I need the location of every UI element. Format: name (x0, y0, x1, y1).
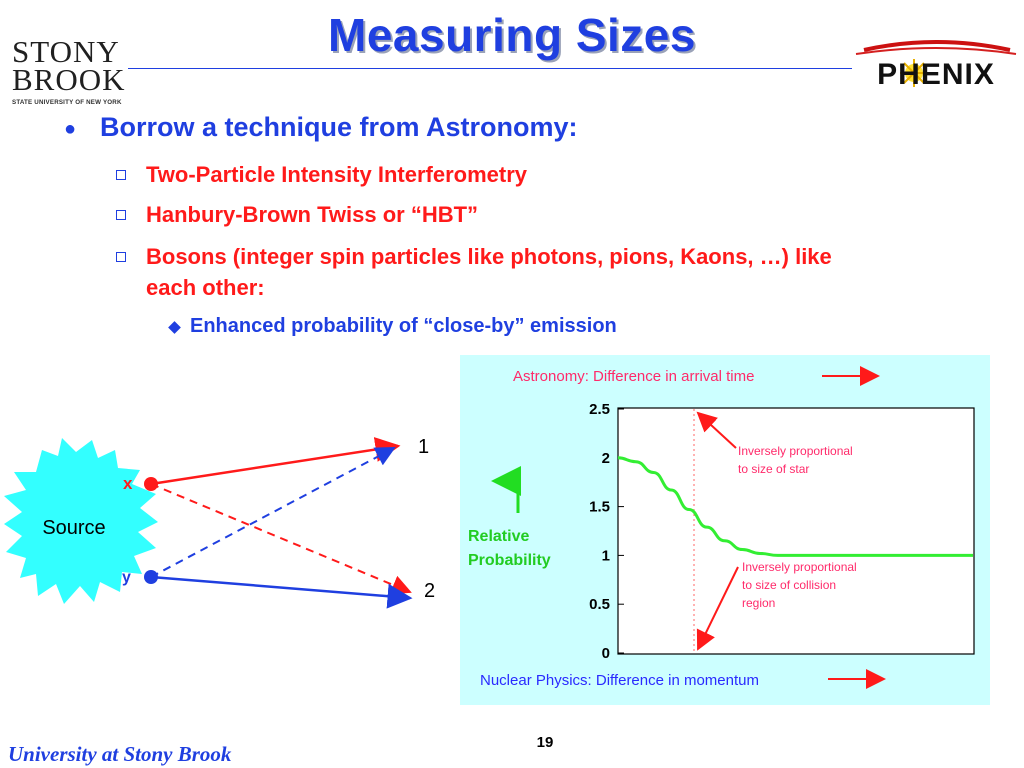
point-y (144, 570, 158, 584)
annotation-bottom-line-1: Inversely proportional (742, 560, 857, 574)
x-to-2-line (150, 483, 412, 595)
sub-sub-bullet: Enhanced probability of “close-by” emiss… (190, 315, 617, 337)
probability-chart: Astronomy: Difference in arrival time Nu… (460, 355, 990, 705)
logo-subtitle: STATE UNIVERSITY OF NEW YORK (12, 99, 122, 106)
y-tick-label: 1 (602, 547, 610, 564)
y-to-1-line (150, 447, 396, 578)
sub-bullet-3: Bosons (integer spin particles like phot… (146, 244, 832, 300)
annotation-bottom-line-3: region (742, 596, 775, 610)
title-divider (128, 68, 852, 69)
y-tick-label: 1.5 (589, 499, 610, 516)
y-axis-label-line-1: Relative (468, 528, 529, 545)
annotation-top-arrow (696, 411, 737, 449)
logo-line-2: BROOK (12, 62, 126, 97)
sub-bullet-1: Two-Particle Intensity Interferometry (146, 162, 528, 187)
annotation-top-line-2: to size of star (738, 462, 809, 476)
main-bullet: Borrow a technique from Astronomy: (100, 112, 578, 142)
page-number: 19 (536, 734, 554, 751)
plot-frame (617, 407, 975, 655)
chart-top-label: Astronomy: Difference in arrival time (513, 368, 754, 385)
checkbox-bullet-icon (116, 252, 126, 262)
annotation-top-line-1: Inversely proportional (738, 444, 853, 458)
page-title: Measuring Sizes (328, 9, 696, 61)
y-axis-label-line-2: Probability (468, 552, 551, 569)
y-tick-label: 2 (602, 450, 610, 467)
footer-university: University at Stony Brook (8, 742, 232, 766)
x-to-1-line (150, 437, 401, 486)
annotation-bottom-line-2: to size of collision (742, 578, 836, 592)
hbt-diagram: Source x y 1 2 (4, 436, 435, 609)
chart-bottom-label: Nuclear Physics: Difference in momentum (480, 672, 759, 689)
bullet-dot-icon: ● (64, 118, 77, 140)
point-x-label: x (123, 474, 133, 493)
detector-2-label: 2 (424, 580, 435, 602)
y-to-2-line (150, 575, 413, 609)
phenix-logo-text: PHENIX (877, 58, 995, 91)
point-x (144, 477, 158, 491)
logo-line-1: STONY (12, 34, 120, 69)
correlation-curve (617, 456, 973, 557)
y-tick-label: 0.5 (589, 596, 610, 613)
sub-bullet-2: Hanbury-Brown Twiss or “HBT” (146, 202, 479, 227)
detector-1-label: 1 (418, 436, 429, 458)
stony-brook-logo: STONY BROOK STATE UNIVERSITY OF NEW YORK (12, 34, 132, 110)
y-tick-label: 0 (602, 645, 610, 662)
diamond-bullet-icon (168, 321, 181, 334)
point-y-label: y (122, 569, 131, 586)
source-label: Source (42, 517, 105, 539)
y-tick-label: 2.5 (589, 401, 610, 418)
phenix-logo: PHENIX (855, 40, 1017, 91)
checkbox-bullet-icon (116, 210, 126, 220)
source-starburst (4, 438, 158, 604)
annotation-bottom-arrow (696, 566, 739, 651)
checkbox-bullet-icon (116, 170, 126, 180)
